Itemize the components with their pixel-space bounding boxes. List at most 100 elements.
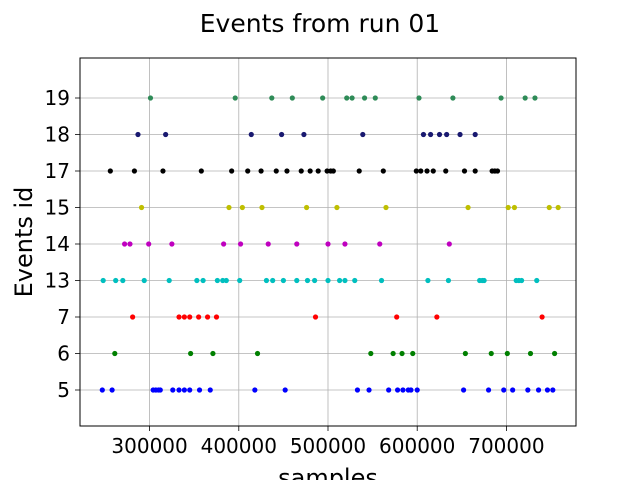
data-point <box>324 168 330 174</box>
data-point <box>525 387 531 393</box>
data-point <box>425 277 431 284</box>
data-point <box>366 387 372 393</box>
data-point <box>170 387 176 393</box>
data-point <box>303 204 310 211</box>
data-point <box>394 387 401 393</box>
data-point <box>539 314 545 320</box>
data-point <box>259 204 265 211</box>
data-point <box>100 277 106 284</box>
data-point <box>245 168 251 174</box>
data-point <box>181 387 187 393</box>
data-point <box>280 277 286 284</box>
data-points <box>99 95 561 393</box>
data-point <box>546 204 552 211</box>
data-point <box>488 350 494 357</box>
data-point <box>232 95 238 101</box>
y-tick-label: 17 <box>45 159 70 183</box>
data-point <box>494 168 501 174</box>
data-point <box>265 241 271 247</box>
data-point <box>147 95 154 101</box>
data-point <box>279 131 285 138</box>
x-tick-label: 300000 <box>111 434 187 458</box>
data-point <box>304 277 311 284</box>
data-point <box>390 350 396 357</box>
data-point <box>550 387 556 393</box>
data-point <box>462 350 468 357</box>
data-point <box>298 168 304 174</box>
data-point <box>223 277 229 284</box>
data-point <box>534 277 540 284</box>
data-point <box>107 168 113 174</box>
data-point <box>312 277 318 284</box>
y-tick-label: 14 <box>45 232 70 256</box>
data-point <box>194 277 200 284</box>
data-point <box>207 387 213 393</box>
data-point <box>420 131 427 138</box>
x-tick-label: 600000 <box>379 434 455 458</box>
data-point <box>522 95 528 101</box>
data-point <box>252 387 258 393</box>
data-point <box>472 131 478 138</box>
y-axis-ticks: 5 6 7 13 14 15 17 18 19 <box>45 86 80 402</box>
data-point <box>472 168 478 174</box>
data-point <box>176 314 182 320</box>
data-point <box>163 131 169 138</box>
data-point <box>254 350 261 357</box>
data-point <box>325 241 331 247</box>
data-point <box>342 241 348 247</box>
chart-title: Events from run 01 <box>200 9 440 38</box>
data-point <box>446 241 452 247</box>
data-point <box>204 314 211 320</box>
data-point <box>504 350 510 357</box>
data-point <box>169 241 175 247</box>
data-point <box>198 168 204 174</box>
data-point <box>263 277 270 284</box>
data-point <box>160 168 166 174</box>
data-point <box>544 387 551 393</box>
data-point <box>354 387 361 393</box>
x-axis-label: samples <box>278 464 378 480</box>
data-point <box>344 95 350 101</box>
y-tick-label: 19 <box>45 86 70 110</box>
data-point <box>135 131 141 138</box>
y-axis-label: Events id <box>10 187 38 298</box>
data-point <box>361 95 368 101</box>
data-point <box>352 277 358 284</box>
data-point <box>122 241 128 247</box>
data-point <box>330 168 336 174</box>
data-point <box>336 277 343 284</box>
data-point <box>414 387 420 393</box>
data-point <box>109 387 115 393</box>
data-point <box>436 131 443 138</box>
data-point <box>248 131 254 138</box>
data-point <box>501 387 507 393</box>
data-point <box>413 168 419 174</box>
data-point <box>99 387 105 393</box>
data-point <box>465 204 471 211</box>
data-point <box>270 277 276 284</box>
data-point <box>510 387 516 393</box>
data-point <box>146 241 152 247</box>
x-tick-label: 400000 <box>201 434 277 458</box>
data-point <box>535 387 542 393</box>
data-point <box>220 277 226 284</box>
data-point <box>408 387 414 393</box>
data-point <box>282 387 288 393</box>
data-point <box>166 277 172 284</box>
data-point <box>498 95 504 101</box>
data-point <box>294 241 300 247</box>
data-point <box>187 387 193 393</box>
data-point <box>372 95 378 101</box>
data-point <box>511 204 518 211</box>
data-point <box>131 168 138 174</box>
data-point <box>176 387 182 393</box>
data-point <box>269 95 275 101</box>
y-tick-label: 5 <box>57 378 70 402</box>
data-point <box>196 387 203 393</box>
data-point <box>457 131 463 138</box>
data-point <box>138 204 145 211</box>
data-point <box>368 350 374 357</box>
data-point <box>485 387 492 393</box>
data-point <box>532 95 538 101</box>
